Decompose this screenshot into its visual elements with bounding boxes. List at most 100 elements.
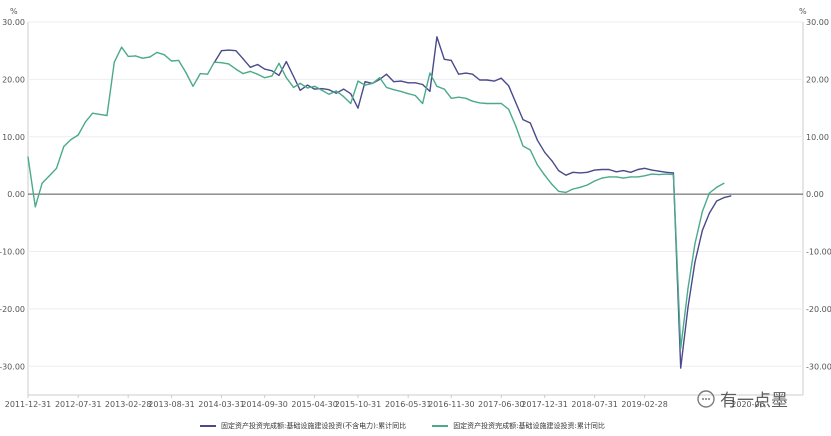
data-point-series-1 xyxy=(257,63,259,66)
data-point-series-2 xyxy=(414,94,416,97)
data-point-series-2 xyxy=(264,77,266,79)
data-point-series-1 xyxy=(515,102,517,104)
y-tick-label-left: 30.00 xyxy=(2,18,25,27)
data-point-series-1 xyxy=(285,61,287,63)
data-point-series-2 xyxy=(458,96,460,98)
data-point-series-2 xyxy=(465,97,467,99)
data-point-series-2 xyxy=(429,72,431,74)
data-point-series-1 xyxy=(314,88,316,90)
data-point-series-2 xyxy=(278,62,280,64)
data-point-series-1 xyxy=(429,90,431,92)
data-point-series-2 xyxy=(422,102,424,105)
data-point-series-2 xyxy=(41,182,43,184)
data-point-series-1 xyxy=(414,82,416,84)
data-point-series-1 xyxy=(637,168,639,171)
data-point-series-1 xyxy=(565,174,567,176)
data-point-series-2 xyxy=(536,164,539,166)
data-point-series-1 xyxy=(264,68,266,70)
data-point-series-2 xyxy=(723,182,725,184)
data-point-series-2 xyxy=(558,190,560,192)
data-point-series-2 xyxy=(701,210,704,212)
y-axis-unit-left: % xyxy=(10,7,18,16)
data-point-series-2 xyxy=(622,177,625,179)
data-point-series-1 xyxy=(242,58,244,60)
data-point-series-2 xyxy=(328,93,330,95)
data-point-series-2 xyxy=(350,102,352,105)
data-point-series-1 xyxy=(328,89,330,91)
data-point-series-2 xyxy=(127,55,129,58)
x-tick-label: 2012-07-31 xyxy=(55,400,102,409)
data-point-series-2 xyxy=(708,192,711,194)
data-point-series-2 xyxy=(486,102,488,105)
data-point-series-2 xyxy=(220,62,223,64)
data-point-series-1 xyxy=(500,77,502,79)
data-point-series-2 xyxy=(407,93,409,95)
data-point-series-1 xyxy=(665,171,667,173)
watermark: 有一点墨 xyxy=(696,386,788,411)
data-point-series-1 xyxy=(658,170,660,172)
data-point-series-1 xyxy=(450,59,452,62)
x-tick-label: 2011-12-31 xyxy=(5,400,52,409)
data-point-series-2 xyxy=(84,121,87,123)
x-tick-label: 2014-03-31 xyxy=(198,400,245,409)
data-point-series-2 xyxy=(92,112,94,114)
data-point-series-1 xyxy=(293,75,295,78)
y-tick-label-left: -20.00 xyxy=(0,305,25,314)
data-point-series-1 xyxy=(529,122,531,124)
data-point-series-2 xyxy=(299,82,301,84)
chart-legend: 固定资产投资完成额:基础设施建设投资(不含电力):累计同比 固定资产投资完成额:… xyxy=(200,421,605,431)
data-point-series-2 xyxy=(637,176,639,178)
data-point-series-1 xyxy=(249,66,251,68)
data-point-series-2 xyxy=(379,77,381,79)
legend-item-series-2[interactable]: 固定资产投资完成额:基础设施建设投资:累计同比 xyxy=(432,421,605,431)
data-point-series-2 xyxy=(601,177,603,179)
data-point-series-1 xyxy=(536,139,539,141)
data-point-series-2 xyxy=(70,139,72,141)
data-point-series-1 xyxy=(687,306,689,308)
data-point-series-2 xyxy=(77,134,79,136)
data-point-series-2 xyxy=(199,73,201,75)
data-point-series-2 xyxy=(156,51,158,54)
data-point-series-1 xyxy=(708,212,711,214)
data-point-series-2 xyxy=(665,173,667,175)
data-point-series-1 xyxy=(730,195,732,197)
data-point-series-1 xyxy=(228,49,230,51)
data-point-series-1 xyxy=(608,168,610,171)
data-point-series-2 xyxy=(163,54,165,56)
data-point-series-1 xyxy=(579,172,581,174)
data-point-series-1 xyxy=(701,229,704,231)
data-point-series-2 xyxy=(335,90,337,92)
data-point-series-1 xyxy=(436,36,438,38)
data-point-series-1 xyxy=(486,79,488,81)
data-point-series-2 xyxy=(471,100,474,102)
data-point-series-2 xyxy=(716,186,718,188)
data-point-series-1 xyxy=(586,171,588,173)
data-point-series-2 xyxy=(192,85,194,87)
data-point-series-2 xyxy=(594,180,596,182)
data-point-series-1 xyxy=(343,88,345,90)
data-point-series-1 xyxy=(630,171,632,173)
data-point-series-2 xyxy=(306,87,309,89)
data-point-series-2 xyxy=(142,57,144,59)
data-point-series-2 xyxy=(113,61,115,63)
data-point-series-2 xyxy=(314,85,316,87)
data-point-series-1 xyxy=(601,168,603,171)
x-tick-label: 2015-04-30 xyxy=(291,400,338,409)
chat-bubble-icon xyxy=(697,389,715,408)
data-point-series-2 xyxy=(529,149,531,151)
data-point-series-2 xyxy=(293,86,295,88)
data-point-series-2 xyxy=(321,89,323,91)
legend-item-series-1[interactable]: 固定资产投资完成额:基础设施建设投资(不含电力):累计同比 xyxy=(200,421,406,431)
data-point-series-1 xyxy=(622,170,625,172)
data-point-series-1 xyxy=(299,89,301,91)
data-point-series-1 xyxy=(594,169,596,171)
data-point-series-2 xyxy=(149,56,151,58)
data-point-series-1 xyxy=(644,167,646,169)
data-point-series-2 xyxy=(644,175,646,177)
x-tick-label: 2019-02-28 xyxy=(621,400,668,409)
data-point-series-2 xyxy=(443,88,445,90)
y-tick-label-right: -20.00 xyxy=(806,305,831,314)
data-point-series-2 xyxy=(500,102,502,105)
data-point-series-2 xyxy=(106,114,108,117)
